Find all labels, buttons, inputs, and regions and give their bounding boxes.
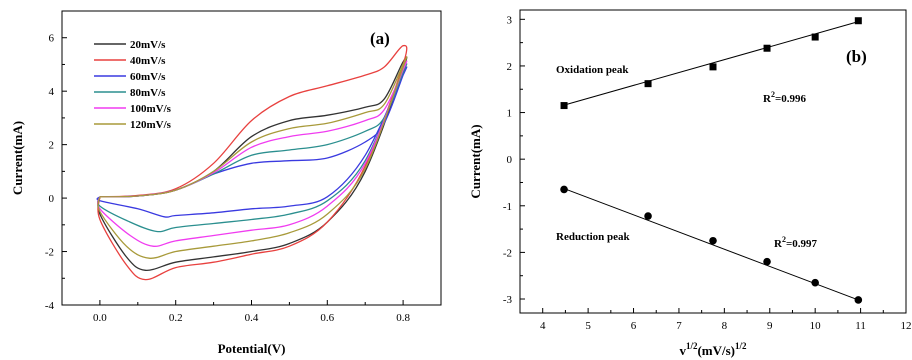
cv-curve-100mvs (97, 60, 408, 247)
panel-b-x-axis-label: v1/2(mV/s)1/2 (679, 341, 747, 358)
cv-curve-60mvs (96, 66, 408, 218)
oxidation-point (709, 63, 717, 71)
reduction-r2-sup: 2 (782, 235, 786, 244)
y-tick-label: -3 (503, 294, 513, 306)
panel-a-label: (a) (370, 29, 390, 48)
legend-label: 60mV/s (130, 71, 166, 83)
oxidation-point (763, 44, 771, 52)
panel-a-y-axis-label: Current(mA) (10, 121, 25, 195)
reduction-fit-line (563, 188, 859, 301)
oxidation-r2-sup: 2 (771, 90, 775, 99)
y-tick-label: 0 (507, 154, 513, 166)
reduction-r2-label: R2=0.997 (774, 235, 817, 250)
reduction-peak-label: Reduction peak (556, 231, 631, 243)
panel-a-frame (61, 10, 442, 306)
x-tick-label: 0.0 (93, 312, 107, 324)
x-tick-label: 12 (901, 320, 912, 332)
legend-label: 100mV/s (130, 103, 172, 115)
oxidation-r2-label: R2=0.996 (763, 90, 806, 105)
x-tick-label: 0.2 (169, 312, 183, 324)
panel-a-ticks: 0.0 0.2 0.4 0.6 0.8 -4 -2 0 2 4 6 (45, 33, 411, 324)
y-tick-label: 4 (49, 86, 55, 98)
reduction-r2-value: =0.997 (786, 238, 818, 250)
y-tick-label: 0 (49, 193, 55, 205)
panel-a-legend: 20mV/s 40mV/s 60mV/s 80mV/s 100mV/s 120mV/s (94, 39, 172, 131)
reduction-r2-base: R (774, 238, 783, 250)
panel-b-x-label-base: v (679, 343, 686, 358)
panel-a-chart: 0.0 0.2 0.4 0.6 0.8 -4 -2 0 2 4 6 20mV/s 40mV/s 60mV… (10, 10, 442, 356)
x-tick-label: 4 (540, 320, 546, 332)
reduction-point (763, 257, 771, 266)
panel-a-curves (96, 44, 408, 281)
x-tick-label: 5 (585, 320, 591, 332)
x-tick-label: 6 (631, 320, 637, 332)
y-tick-label: -2 (503, 247, 512, 259)
y-tick-label: -2 (45, 247, 54, 259)
x-tick-label: 8 (722, 320, 728, 332)
cv-curve-80mvs (97, 63, 408, 233)
panel-b-y-axis-label: Current(mA) (468, 124, 483, 198)
oxidation-r2-value: =0.996 (775, 93, 807, 105)
legend-label: 120mV/s (130, 119, 172, 131)
x-tick-label: 11 (855, 320, 866, 332)
panel-a-x-axis-label: Potential(V) (218, 341, 286, 356)
y-tick-label: 6 (49, 33, 55, 45)
oxidation-point (854, 17, 862, 25)
x-tick-label: 7 (676, 320, 682, 332)
reduction-point (709, 236, 717, 245)
panel-b-label: (b) (846, 47, 867, 66)
oxidation-point (560, 102, 568, 110)
reduction-point (811, 278, 819, 287)
panel-b-points (560, 17, 863, 304)
x-tick-label: 0.6 (320, 312, 334, 324)
y-tick-label: 2 (507, 61, 513, 73)
cv-curve-120mvs (97, 56, 408, 259)
panel-b-x-label-sup2: 1/2 (735, 341, 747, 351)
x-tick-label: 10 (810, 320, 822, 332)
oxidation-point (644, 80, 652, 88)
y-tick-label: -1 (503, 201, 512, 213)
reduction-point (854, 296, 863, 304)
x-tick-label: 9 (767, 320, 773, 332)
y-tick-label: 2 (49, 140, 55, 152)
legend-label: 80mV/s (130, 87, 166, 99)
y-tick-label: 3 (507, 14, 513, 26)
reduction-point (644, 212, 652, 220)
panel-b-frame (519, 9, 907, 314)
x-tick-label: 0.8 (396, 312, 410, 324)
y-tick-label: 1 (507, 108, 513, 120)
legend-label: 20mV/s (130, 39, 166, 51)
reduction-point (560, 185, 568, 194)
oxidation-point (811, 33, 819, 41)
y-tick-label: -4 (45, 300, 55, 312)
x-tick-label: 0.4 (245, 312, 259, 324)
legend-label: 40mV/s (130, 55, 166, 67)
oxidation-peak-label: Oxidation peak (556, 64, 629, 76)
panel-b-x-label-mid: (mV/s) (697, 343, 735, 358)
panel-b-x-label-sup1: 1/2 (686, 341, 698, 351)
cv-curve-40mvs (97, 44, 408, 281)
oxidation-r2-base: R (763, 93, 772, 105)
